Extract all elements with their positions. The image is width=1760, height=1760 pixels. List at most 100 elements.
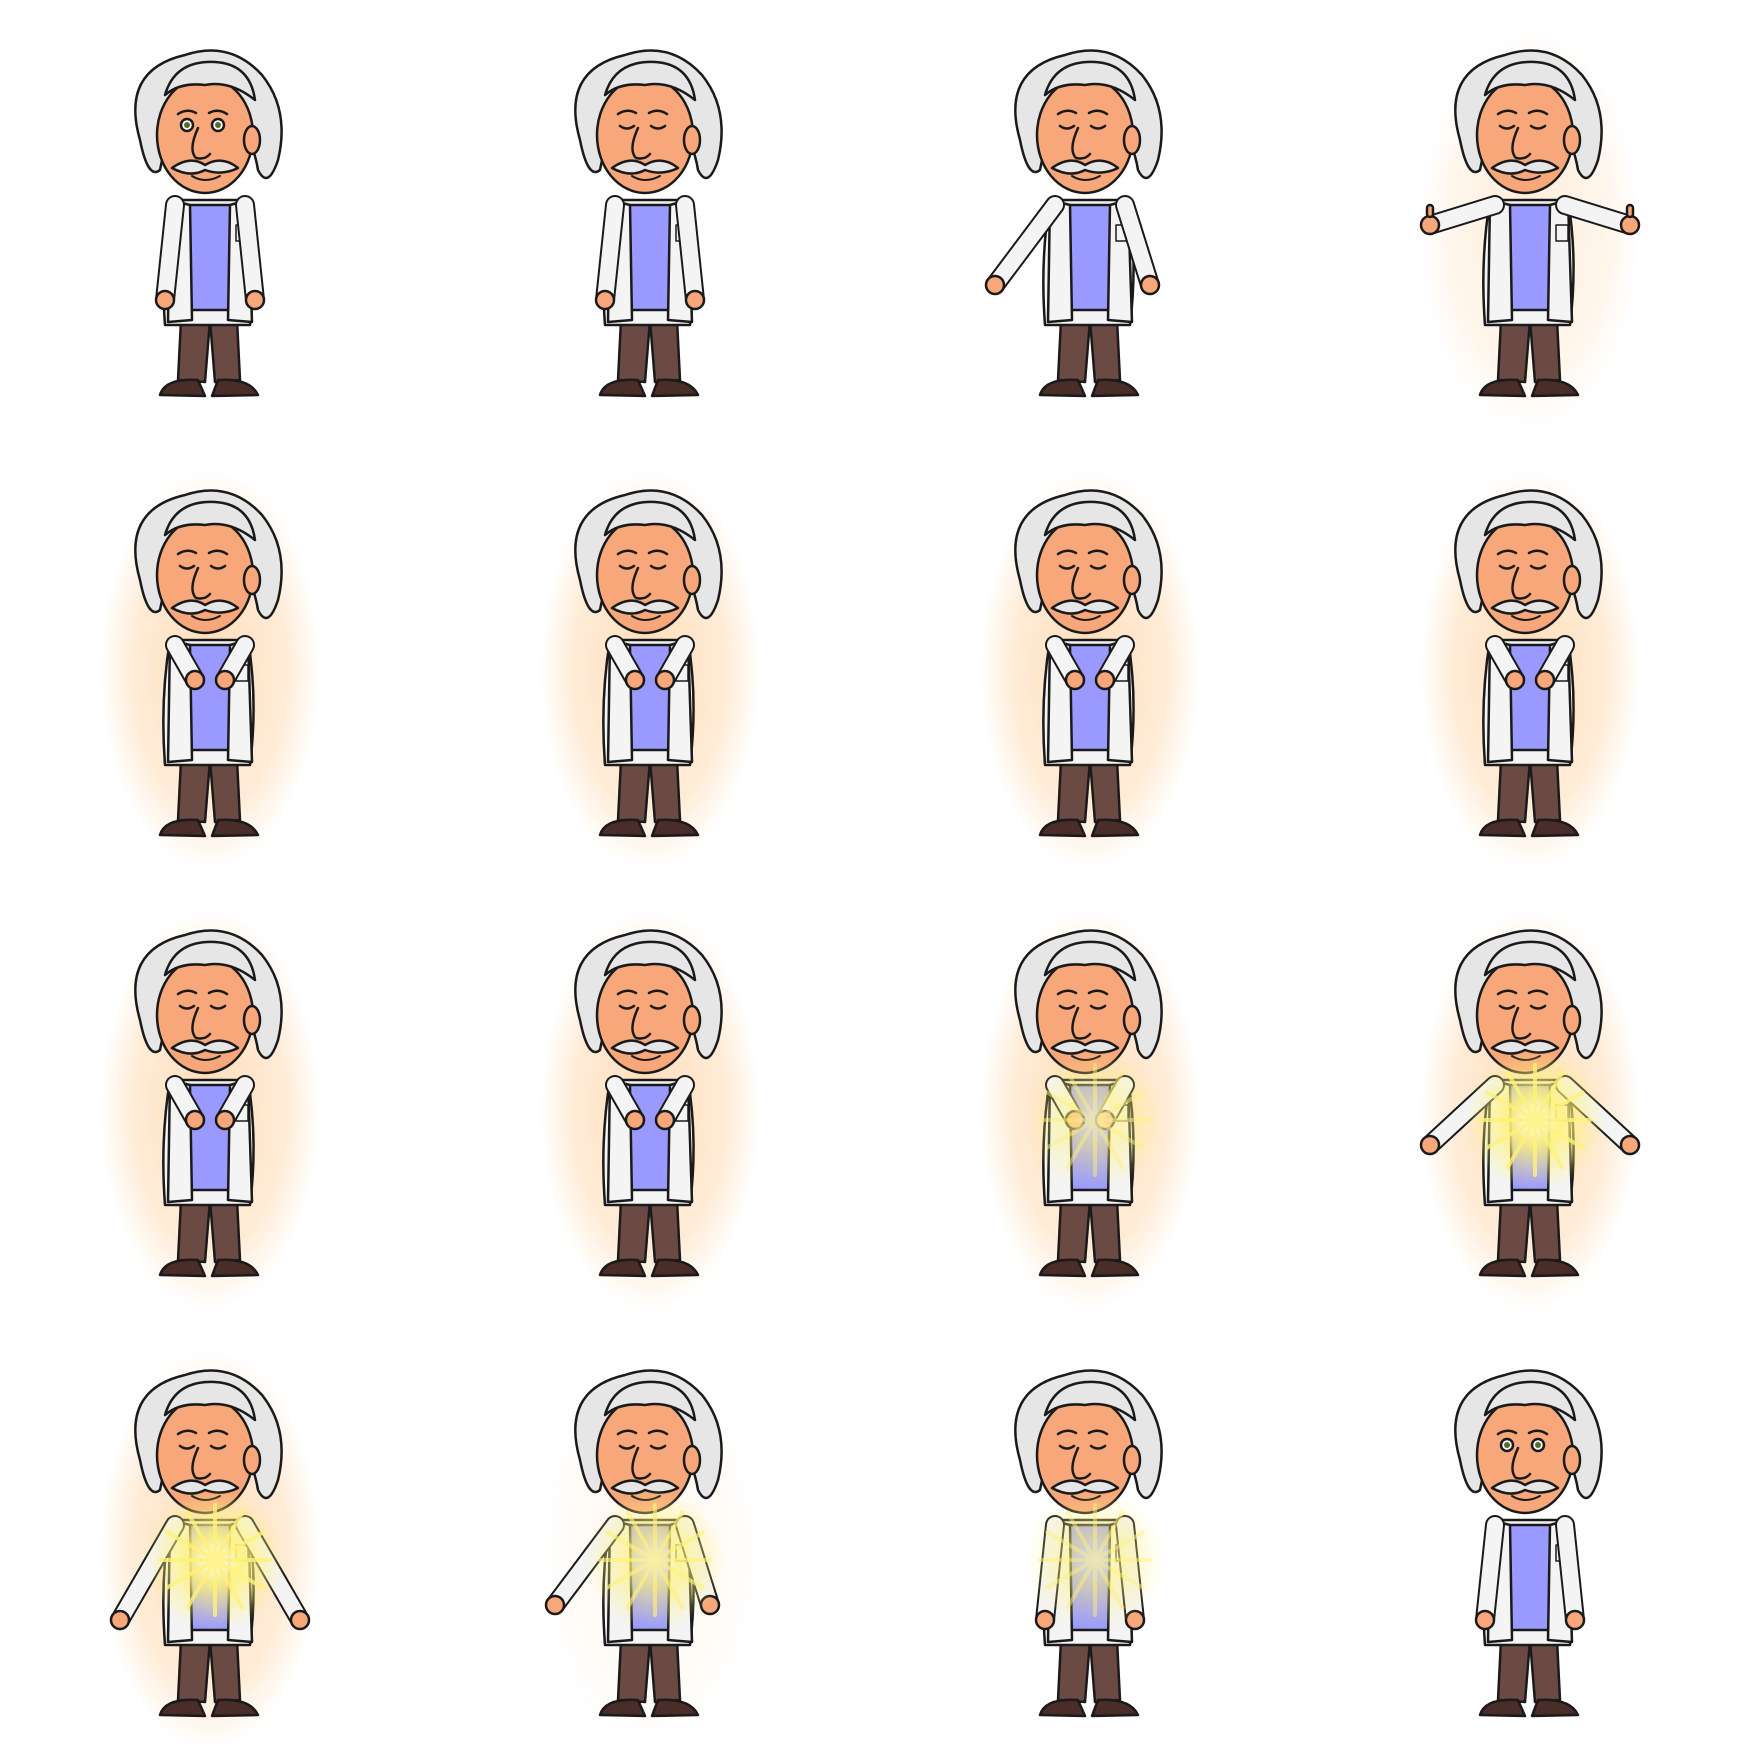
ear xyxy=(1124,126,1140,154)
shirt xyxy=(628,205,672,310)
left-hand xyxy=(596,291,614,309)
left-hand xyxy=(1421,1136,1439,1154)
right-hand xyxy=(216,671,234,689)
left-hand xyxy=(1476,1611,1494,1629)
sprite-frame xyxy=(0,1320,440,1760)
right-hand xyxy=(656,1111,674,1129)
ear xyxy=(684,126,700,154)
sprite-frame xyxy=(880,440,1320,880)
right-hand xyxy=(216,1111,234,1129)
head xyxy=(597,957,693,1073)
sprite-frame xyxy=(1320,440,1760,880)
ear xyxy=(1564,1006,1580,1034)
head xyxy=(597,77,693,193)
character-sprite xyxy=(0,440,440,880)
sprite-frame xyxy=(880,1320,1320,1760)
character-sprite xyxy=(440,880,880,1320)
ear xyxy=(684,566,700,594)
ear xyxy=(244,566,260,594)
sprite-frame xyxy=(440,440,880,880)
left-hand xyxy=(186,671,204,689)
right-pupil xyxy=(1535,1442,1541,1448)
left-pupil xyxy=(184,122,190,128)
ear xyxy=(1124,1006,1140,1034)
head xyxy=(1477,77,1573,193)
left-pupil xyxy=(1504,1442,1510,1448)
right-hand xyxy=(291,1611,309,1629)
character-sprite xyxy=(1320,440,1760,880)
character-sprite xyxy=(440,440,880,880)
left-shoe xyxy=(600,380,645,396)
head xyxy=(1037,77,1133,193)
head xyxy=(157,517,253,633)
shirt xyxy=(1508,1525,1552,1630)
left-sleeve xyxy=(1485,1525,1495,1620)
character-sprite xyxy=(880,440,1320,880)
head xyxy=(157,77,253,193)
right-hand xyxy=(1621,1136,1639,1154)
character-sprite xyxy=(0,880,440,1320)
character-sprite xyxy=(1320,0,1760,440)
left-hand xyxy=(626,1111,644,1129)
character-sprite xyxy=(0,0,440,440)
left-hand xyxy=(1066,671,1084,689)
sprite-frame xyxy=(1320,880,1760,1320)
shirt xyxy=(188,205,232,310)
left-shoe xyxy=(1480,1700,1525,1716)
ear xyxy=(1564,566,1580,594)
right-pupil xyxy=(215,122,221,128)
right-sleeve xyxy=(1565,1525,1575,1620)
right-sleeve xyxy=(245,205,255,300)
head xyxy=(597,517,693,633)
ear xyxy=(1124,1446,1140,1474)
left-hand xyxy=(986,276,1004,294)
coat-right-panel xyxy=(1548,200,1572,322)
sprite-frame xyxy=(0,0,440,440)
ear xyxy=(244,1006,260,1034)
sprite-frame xyxy=(440,880,880,1320)
left-hand xyxy=(626,671,644,689)
character-body xyxy=(1455,1371,1601,1717)
right-hand xyxy=(246,291,264,309)
ear xyxy=(1124,566,1140,594)
right-hand xyxy=(1096,671,1114,689)
character-sprite xyxy=(880,880,1320,1320)
character-sprite xyxy=(1320,880,1760,1320)
left-hand xyxy=(1506,671,1524,689)
right-hand xyxy=(1621,216,1639,234)
right-shoe xyxy=(1532,1700,1578,1716)
right-hand xyxy=(1141,276,1159,294)
character-sprite xyxy=(1320,1320,1760,1760)
coat-left-panel xyxy=(1488,200,1512,322)
right-shoe xyxy=(1092,380,1138,396)
right-hand xyxy=(686,291,704,309)
right-hand xyxy=(1566,1611,1584,1629)
head xyxy=(1037,517,1133,633)
left-shoe xyxy=(1040,1700,1085,1716)
right-shoe xyxy=(212,380,258,396)
left-hand xyxy=(156,291,174,309)
right-sleeve xyxy=(685,205,695,300)
shirt xyxy=(1068,205,1112,310)
left-hand xyxy=(546,1596,564,1614)
ear xyxy=(1564,1446,1580,1474)
ear xyxy=(1564,126,1580,154)
character-body xyxy=(575,51,721,397)
left-sleeve xyxy=(165,205,175,300)
left-thumb xyxy=(1427,205,1433,217)
ear xyxy=(244,126,260,154)
right-shoe xyxy=(1092,1700,1138,1716)
ear xyxy=(244,1446,260,1474)
ear xyxy=(684,1006,700,1034)
left-hand xyxy=(1421,216,1439,234)
sprite-frame xyxy=(880,880,1320,1320)
sprite-frame xyxy=(1320,0,1760,440)
character-sprite xyxy=(440,1320,880,1760)
sprite-frame xyxy=(0,440,440,880)
left-shoe xyxy=(1040,380,1085,396)
right-thumb xyxy=(1627,205,1633,217)
sprite-frame xyxy=(1320,1320,1760,1760)
left-shoe xyxy=(160,380,205,396)
right-hand xyxy=(1536,671,1554,689)
